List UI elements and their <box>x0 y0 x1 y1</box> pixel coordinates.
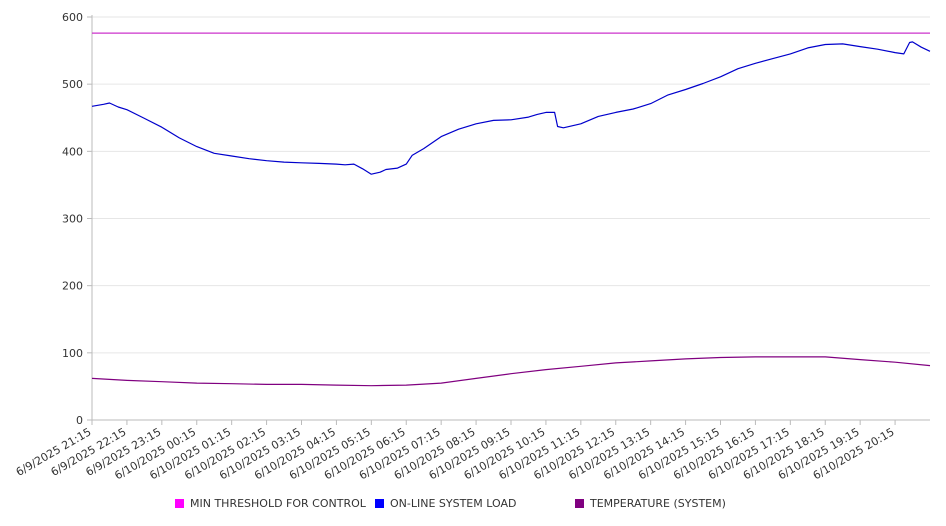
legend-item-temperature[interactable]: TEMPERATURE (SYSTEM) <box>575 497 726 510</box>
y-tick-label: 100 <box>62 347 83 360</box>
series-lines <box>91 32 931 387</box>
legend-item-min-threshold[interactable]: MIN THRESHOLD FOR CONTROL <box>175 497 366 510</box>
gridlines <box>92 16 930 421</box>
legend-label: MIN THRESHOLD FOR CONTROL <box>190 497 366 510</box>
legend-swatch-blue <box>375 499 384 508</box>
axes <box>87 15 930 425</box>
series-line-1 <box>91 41 931 175</box>
legend: MIN THRESHOLD FOR CONTROL ON-LINE SYSTEM… <box>0 497 946 517</box>
legend-label: TEMPERATURE (SYSTEM) <box>590 497 726 510</box>
y-tick-label: 200 <box>62 280 83 293</box>
legend-item-system-load[interactable]: ON-LINE SYSTEM LOAD <box>375 497 516 510</box>
y-tick-label: 500 <box>62 78 83 91</box>
y-tick-label: 600 <box>62 11 83 24</box>
legend-label: ON-LINE SYSTEM LOAD <box>390 497 517 510</box>
series-line-2 <box>91 356 931 387</box>
legend-swatch-purple <box>575 499 584 508</box>
legend-swatch-magenta <box>175 499 184 508</box>
y-tick-label: 400 <box>62 145 83 158</box>
y-tick-label: 300 <box>62 213 83 226</box>
y-tick-label: 0 <box>76 414 83 427</box>
